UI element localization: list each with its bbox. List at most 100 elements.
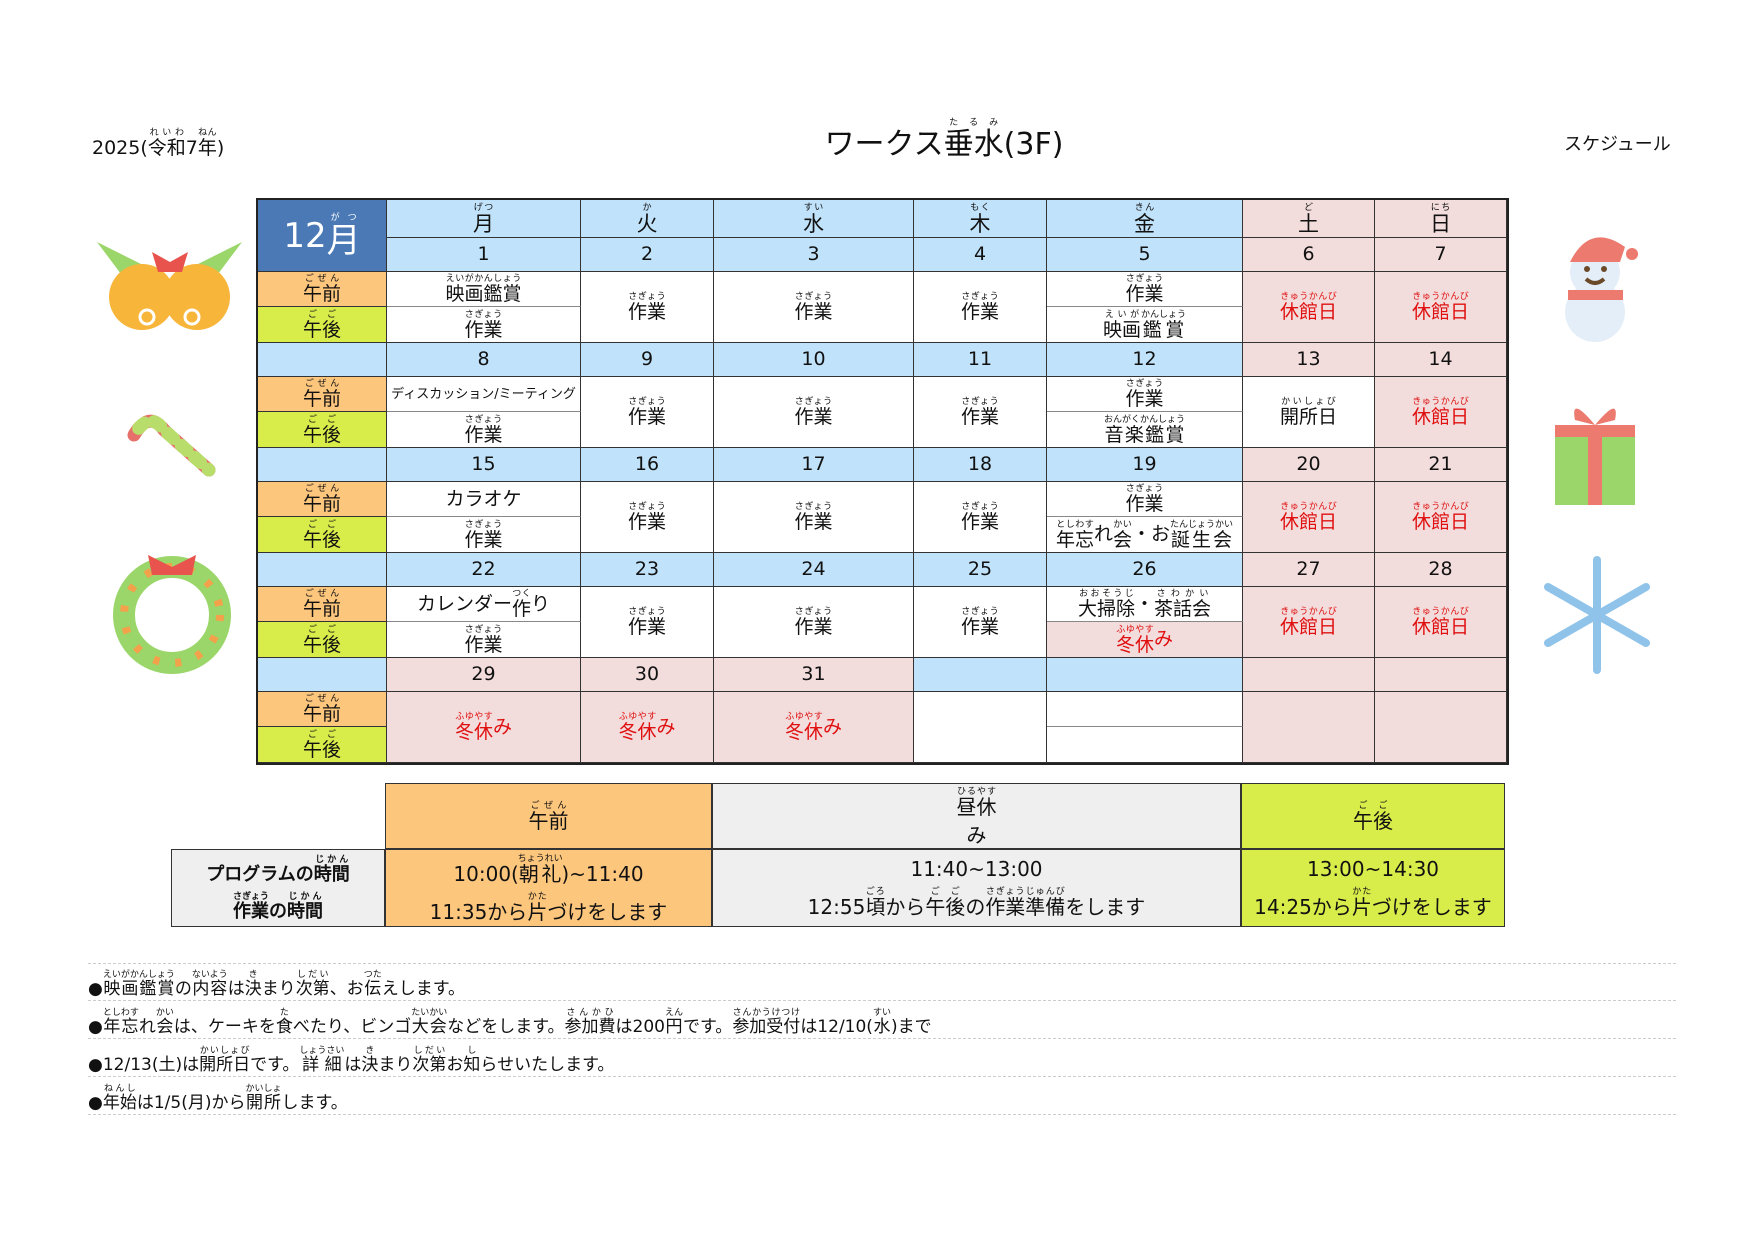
day-event: 作業さぎょう — [581, 587, 714, 658]
day-event: 作業さぎょう — [714, 482, 914, 553]
ruby-text: 誕生会たんじょうかい — [1170, 519, 1234, 551]
year-label: 2025(令和れいわ7年ねん) — [92, 128, 225, 160]
date-cell: 3 — [714, 238, 914, 272]
ruby-text: 会かい — [155, 1008, 174, 1037]
ruby-text: 午後ごご — [302, 624, 341, 656]
week-label-blank — [258, 553, 387, 587]
ruby-text: 次第しだい — [412, 1046, 447, 1075]
ruby-text: 時間じかん — [313, 855, 350, 885]
ruby-text: 詳細しょうさい — [299, 1046, 345, 1075]
date-cell: 22 — [387, 553, 581, 587]
day-event: 作業さぎょう — [581, 482, 714, 553]
ruby-text: 金きん — [1134, 202, 1155, 236]
day-event: 冬休ふゆやすみ — [714, 692, 914, 763]
ruby-text: 作業さぎょう — [627, 397, 666, 428]
ruby-reading: かいしょび — [199, 1046, 251, 1056]
day-event: 作業さぎょう — [914, 587, 1047, 658]
am-label: 午前ごぜん — [258, 482, 387, 517]
date-cell: 18 — [914, 448, 1047, 482]
ruby-text: 作業さぎょう — [464, 309, 503, 341]
ruby-reading: としわす — [102, 1008, 139, 1018]
ruby-text: 午後ごご — [302, 309, 341, 341]
date-cell: 6 — [1243, 238, 1375, 272]
ruby-text: 作業さぎょう — [794, 607, 833, 638]
ruby-reading: ねん — [197, 128, 217, 138]
ruby-text: 時間じかん — [287, 892, 323, 922]
date-cell: 17 — [714, 448, 914, 482]
pm-header: 午後ごご — [1241, 783, 1505, 849]
note-item: ● 年始ねんし は1/5(月)から 開所かいしょ します。 — [88, 1077, 1676, 1115]
ruby-reading: えいが — [1102, 309, 1141, 320]
ruby-text: 内容ないよう — [191, 970, 228, 999]
date-cell: 27 — [1243, 553, 1375, 587]
work-time-label: 作業さぎょうの時間じかん — [233, 892, 323, 922]
snowflake-icon — [1544, 556, 1650, 674]
day-event — [1375, 692, 1507, 763]
ruby-reading: じかん — [287, 892, 323, 902]
date-cell: 21 — [1375, 448, 1507, 482]
ruby-text: 午前ごぜん — [302, 379, 341, 410]
day-event: 作業さぎょう — [581, 377, 714, 448]
ruby-text: 決き — [361, 1046, 379, 1075]
ruby-reading: ごぜん — [302, 379, 341, 389]
snowman-icon — [1565, 237, 1638, 342]
ruby-text: 休館日きゅうかんび — [1411, 607, 1469, 638]
date-cell — [1375, 658, 1507, 692]
pm-cleanup: 14:25から片かたづけをします — [1254, 887, 1492, 919]
ruby-reading: しょうさい — [299, 1046, 345, 1056]
ruby-text: 午前ごぜん — [302, 274, 341, 305]
ruby-reading: きゅうかんび — [1279, 502, 1337, 512]
am-times: 10:00(朝礼ちょうれい)~11:40 11:35から片かたづけをします — [385, 849, 712, 927]
weekday-header: 木もく — [914, 200, 1047, 238]
date-cell — [914, 658, 1047, 692]
ruby-text: 作業さぎょう — [627, 607, 666, 638]
ruby-reading: か — [636, 202, 658, 213]
ruby-text: 作業さぎょう — [464, 519, 503, 551]
ruby-text: 午後ごご — [925, 887, 966, 919]
ruby-reading: さぎょう — [627, 397, 666, 407]
ruby-text: 休館日きゅうかんび — [1279, 502, 1337, 533]
ruby-reading: にち — [1430, 202, 1451, 213]
day-event: 休館日きゅうかんび — [1243, 587, 1375, 658]
ruby-reading: ひるやす — [956, 787, 997, 797]
ruby-text: 作業さぎょう — [233, 892, 269, 922]
day-event — [914, 692, 1047, 763]
date-cell: 30 — [581, 658, 714, 692]
ruby-text: 木もく — [969, 202, 991, 236]
day-event: 休館日きゅうかんび — [1375, 272, 1507, 343]
date-cell: 20 — [1243, 448, 1375, 482]
ruby-text: 年忘としわす — [1055, 519, 1094, 551]
ruby-text: 音楽鑑賞おんがくかんしょう — [1103, 414, 1185, 446]
lunch-prep: 12:55頃ごろから午後ごごの作業準備さぎょうじゅんびをします — [807, 887, 1146, 919]
ruby-reading: さぎょう — [960, 397, 999, 407]
ruby-text: 開所日かいしょび — [199, 1046, 251, 1075]
ruby-reading: ごご — [302, 414, 341, 425]
ruby-text: 冬休ふゆやす — [454, 712, 493, 743]
ruby-text: 昼休ひるやす — [956, 787, 997, 819]
ruby-text: 頃ごろ — [865, 887, 886, 919]
ruby-text: 作業さぎょう — [464, 414, 503, 446]
ruby-text: 片かた — [527, 892, 548, 924]
day-event: 休館日きゅうかんび — [1375, 482, 1507, 553]
ruby-text: 午前ごぜん — [302, 589, 341, 620]
ruby-text: 鑑賞かんしょう — [1141, 309, 1187, 341]
ruby-reading: かんしょう — [1141, 309, 1187, 320]
ruby-reading: きゅうかんび — [1411, 397, 1469, 407]
ruby-text: 令和れいわ — [147, 128, 186, 159]
day-event: 休館日きゅうかんび — [1243, 482, 1375, 553]
ruby-reading: かた — [527, 892, 548, 902]
pm-label: 午後ごご — [258, 307, 387, 343]
ruby-reading: さぎょう — [464, 624, 503, 635]
ruby-text: 水すい — [872, 1008, 891, 1037]
ruby-reading: し — [463, 1046, 481, 1056]
ruby-text: 午後ごご — [302, 519, 341, 551]
ruby-reading: ごぜん — [302, 694, 341, 704]
ruby-text: 朝礼ちょうれい — [517, 854, 563, 886]
calendar-table: 12 月がつ 月げつ 火か 水すい 木もく 金きん 土ど 日にち 午前ごぜん 午後ごご 1 映画鑑賞えい… — [256, 198, 1509, 765]
ruby-reading: さぎょう — [960, 607, 999, 617]
day-event: 開所日かいしょび — [1243, 377, 1375, 448]
ruby-reading: ごご — [1353, 801, 1393, 811]
ruby-reading: かた — [1351, 887, 1372, 897]
ruby-reading: ふゆやす — [784, 712, 823, 722]
ruby-reading: えん — [664, 1008, 683, 1018]
